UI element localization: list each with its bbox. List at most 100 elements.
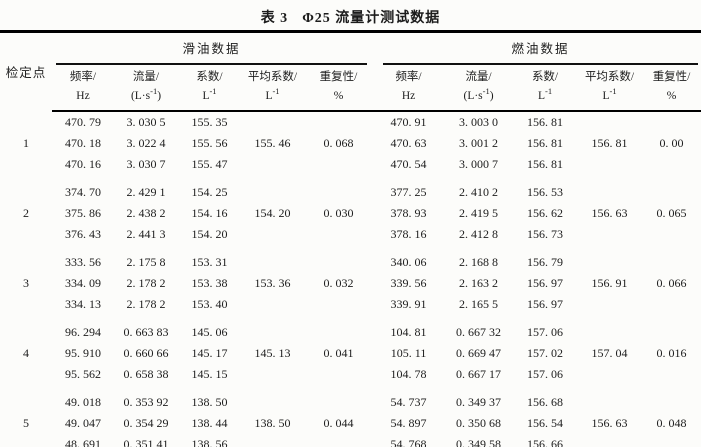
- lub-coefficient-cell: 138. 44: [191, 415, 228, 430]
- fuel-repeatability-cell: [642, 111, 701, 133]
- fuel-avg-coefficient-cell: [577, 111, 642, 133]
- fuel-repeatability-cell: 0. 048: [656, 415, 687, 430]
- fuel-coefficient-cell: 156. 54: [527, 415, 564, 430]
- table-row: 470. 16 3. 030 7 155. 47 470. 54 3. 000 7 156…: [0, 154, 701, 175]
- lub-avg-coefficient-cell: 145. 13: [254, 345, 291, 360]
- lub-frequency-cell: 334. 09: [65, 275, 101, 290]
- fuel-flow-cell: 2. 412 8: [459, 226, 499, 241]
- lub-avg-coefficient-cell: [241, 294, 304, 315]
- table-title-text: Φ25 流量计测试数据: [302, 11, 441, 26]
- lub-coefficient-cell: 138. 56: [191, 436, 228, 447]
- fuel-repeatability-cell: [642, 434, 701, 447]
- lub-repeatability-cell: [304, 364, 373, 385]
- lub-repeatability-cell: [304, 294, 373, 315]
- fuel-avg-coefficient-cell: 156. 63: [591, 205, 628, 220]
- lub-avg-coefficient-cell: [241, 322, 304, 343]
- lub-coefficient-cell: 155. 35: [191, 114, 228, 129]
- lub-flow-cell: 2. 175 8: [126, 254, 166, 269]
- checkpoint-cell: [0, 364, 52, 385]
- fuel-flow-cell: 3. 003 0: [459, 114, 499, 129]
- fuel-repeatability-cell: [642, 154, 701, 175]
- table-title: 表 3 Φ25 流量计测试数据: [0, 0, 701, 30]
- header-lub-avg-coefficient: 平均系数/ L-1: [241, 65, 304, 112]
- fuel-avg-coefficient-cell: 156. 81: [591, 135, 628, 150]
- fuel-coefficient-cell: 156. 97: [527, 296, 564, 311]
- table-row: 2 375. 86 2. 438 2 154. 16 154. 20 0. 030 378.…: [0, 203, 701, 224]
- table-number: 表 3: [260, 11, 289, 26]
- fuel-avg-coefficient-cell: 156. 91: [591, 275, 628, 290]
- fuel-frequency-cell: 104. 81: [390, 324, 427, 339]
- checkpoint-cell: [0, 434, 52, 447]
- fuel-frequency-cell: 470. 91: [390, 114, 427, 129]
- fuel-oil-group-label: 燃油数据: [383, 33, 699, 65]
- fuel-frequency-cell: 54. 768: [390, 436, 427, 447]
- fuel-avg-coefficient-cell: [577, 434, 642, 447]
- lub-flow-cell: 2. 178 2: [126, 275, 166, 290]
- lub-frequency-cell: 376. 43: [65, 226, 101, 241]
- header-fuel-flow: 流量/ (L·s-1): [444, 65, 514, 112]
- fuel-coefficient-cell: 156. 81: [527, 156, 564, 171]
- fuel-avg-coefficient-cell: [577, 294, 642, 315]
- lub-repeatability-cell: [304, 434, 373, 447]
- checkpoint-cell: [0, 294, 52, 315]
- fuel-frequency-cell: 470. 63: [390, 135, 427, 150]
- lub-coefficient-cell: 153. 31: [191, 254, 228, 269]
- group-spacer-row: [0, 245, 701, 252]
- table-body: 470. 79 3. 030 5 155. 35 470. 91 3. 003 0 156…: [0, 111, 701, 447]
- lub-repeatability-cell: [304, 154, 373, 175]
- fuel-flow-cell: 2. 168 8: [459, 254, 499, 269]
- checkpoint-cell: 5: [23, 415, 29, 430]
- lub-flow-cell: 2. 438 2: [126, 205, 166, 220]
- lub-avg-coefficient-cell: [241, 434, 304, 447]
- lub-frequency-cell: 333. 56: [65, 254, 101, 269]
- fuel-coefficient-cell: 156. 73: [527, 226, 564, 241]
- lub-avg-coefficient-cell: 154. 20: [254, 205, 291, 220]
- checkpoint-cell: [0, 111, 52, 133]
- lub-repeatability-cell: 0. 044: [323, 415, 354, 430]
- flow-meter-data-table: 检定点 滑油数据 燃油数据 频率/ Hz 流量/ (L·s-1) 系数: [0, 30, 701, 447]
- fuel-frequency-cell: 378. 93: [390, 205, 427, 220]
- group-spacer-row: [0, 175, 701, 182]
- group-spacer: [0, 315, 701, 322]
- fuel-flow-cell: 2. 165 5: [459, 296, 499, 311]
- fuel-repeatability-cell: 0. 065: [656, 205, 687, 220]
- lub-coefficient-cell: 145. 17: [191, 345, 228, 360]
- lub-flow-cell: 2. 429 1: [126, 184, 166, 199]
- lub-flow-cell: 2. 178 2: [126, 296, 166, 311]
- lub-repeatability-cell: 0. 030: [323, 205, 354, 220]
- lub-frequency-cell: 375. 86: [65, 205, 101, 220]
- lub-avg-coefficient-cell: 138. 50: [254, 415, 291, 430]
- checkpoint-cell: 4: [23, 345, 29, 360]
- fuel-repeatability-cell: 0. 066: [656, 275, 687, 290]
- fuel-coefficient-cell: 157. 02: [527, 345, 564, 360]
- table-row: 333. 56 2. 175 8 153. 31 340. 06 2. 168 8 156…: [0, 252, 701, 273]
- lub-frequency-cell: 374. 70: [65, 184, 101, 199]
- table-row: 374. 70 2. 429 1 154. 25 377. 25 2. 410 2 156…: [0, 182, 701, 203]
- table-row: 5 49. 047 0. 354 29 138. 44 138. 50 0. 044 54.…: [0, 413, 701, 434]
- fuel-avg-coefficient-cell: 156. 63: [591, 415, 628, 430]
- lub-coefficient-cell: 155. 47: [191, 156, 228, 171]
- table-row: 4 95. 910 0. 660 66 145. 17 145. 13 0. 041 105…: [0, 343, 701, 364]
- lub-coefficient-cell: 138. 50: [191, 394, 228, 409]
- lub-frequency-cell: 49. 047: [65, 415, 101, 430]
- table-row: 95. 562 0. 658 38 145. 15 104. 78 0. 667 17 1…: [0, 364, 701, 385]
- lub-frequency-cell: 470. 16: [65, 156, 101, 171]
- group-spacer-row: [0, 315, 701, 322]
- lub-avg-coefficient-cell: [241, 252, 304, 273]
- table-row: 96. 294 0. 663 83 145. 06 104. 81 0. 667 32 1…: [0, 322, 701, 343]
- lub-flow-cell: 3. 030 5: [126, 114, 166, 129]
- fuel-repeatability-cell: [642, 364, 701, 385]
- fuel-flow-cell: 2. 419 5: [459, 205, 499, 220]
- lub-flow-cell: 3. 030 7: [126, 156, 166, 171]
- fuel-frequency-cell: 339. 91: [390, 296, 427, 311]
- fuel-coefficient-cell: 156. 97: [527, 275, 564, 290]
- fuel-coefficient-cell: 156. 66: [527, 436, 564, 447]
- checkpoint-cell: [0, 154, 52, 175]
- fuel-repeatability-cell: [642, 252, 701, 273]
- fuel-flow-cell: 0. 669 47: [456, 345, 502, 360]
- header-fuel-repeatability: 重复性/ %: [642, 65, 701, 112]
- lub-frequency-cell: 49. 018: [65, 394, 101, 409]
- header-group-lubricating-oil: 滑油数据: [52, 32, 373, 65]
- lub-repeatability-cell: [304, 182, 373, 203]
- lub-flow-cell: 0. 658 38: [123, 366, 169, 381]
